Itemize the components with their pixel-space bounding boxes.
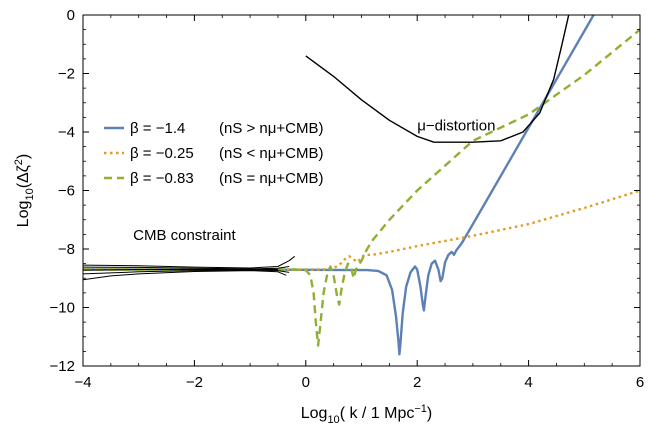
y-tick-label: 0: [67, 7, 75, 24]
series-line-2: [83, 189, 640, 271]
y-tick-label: −6: [58, 183, 75, 200]
cmb-constraint-line-4: [83, 269, 290, 275]
annotation-2: CMB constraint: [133, 227, 236, 244]
y-tick-label: −10: [50, 300, 75, 317]
legend-label-1: β = −1.4: [130, 120, 185, 137]
x-axis-label: Log10( k / 1 Mpc−1): [301, 403, 433, 426]
legend-condition-3: (nS = nμ+CMB): [219, 170, 324, 187]
y-tick-label: −8: [58, 241, 75, 258]
annotation-layer: μ−distortion CMB constraint: [133, 118, 495, 245]
cmb-constraint-line-3: [83, 269, 278, 271]
legend: β = −1.4 (nS > nμ+CMB) β = −0.25 (nS < nμ+C…: [104, 120, 324, 187]
axes-layer: −4 −2 0 2 4 6 −12 −10 −8 −6 −4 −2 0 Log10( k / 1 Mpc−…: [13, 7, 644, 426]
y-tick-label: −4: [58, 124, 75, 141]
series-line-1: [83, 15, 595, 356]
cmb-constraint-line-5: [83, 270, 287, 281]
cmb-constraint-line-2: [83, 266, 290, 270]
y-axis-label: Log10(Δζ2): [13, 154, 36, 227]
legend-condition-2: (nS < nμ+CMB): [219, 145, 324, 162]
legend-label-3: β = −0.83: [130, 170, 194, 187]
cmb-constraint-line-1: [83, 255, 296, 269]
x-tick-label: −4: [74, 374, 91, 391]
y-tick-label: −12: [50, 358, 75, 375]
series-line-4: [305, 15, 570, 143]
series-layer: [83, 15, 640, 356]
legend-label-2: β = −0.25: [130, 145, 194, 162]
series-line-3: [83, 28, 640, 347]
y-tick-label: −2: [58, 66, 75, 83]
x-tick-label: 4: [524, 374, 532, 391]
annotation-1: μ−distortion: [417, 118, 495, 135]
x-tick-label: 2: [413, 374, 421, 391]
x-tick-label: 6: [636, 374, 644, 391]
x-tick-label: −2: [186, 374, 203, 391]
x-tick-label: 0: [302, 374, 310, 391]
legend-condition-1: (nS > nμ+CMB): [219, 120, 324, 137]
